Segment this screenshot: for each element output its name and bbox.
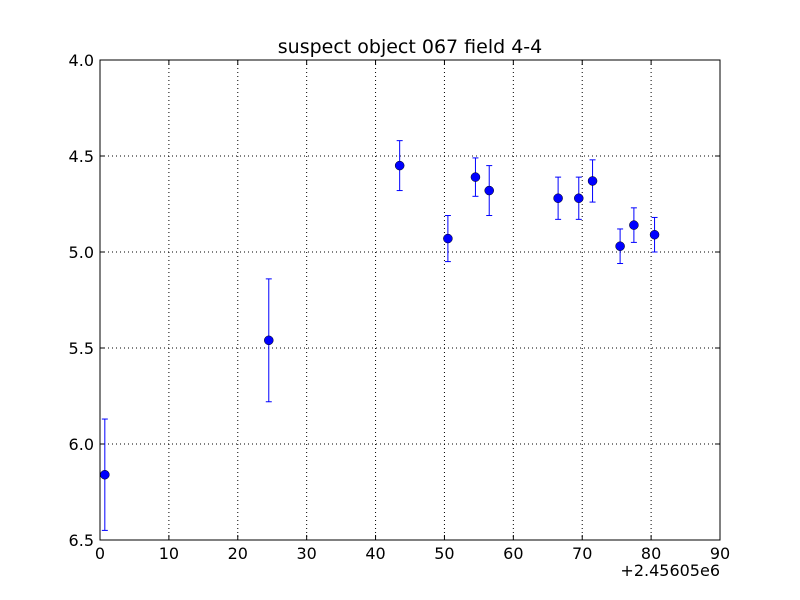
- axis-ticks: [99, 59, 721, 541]
- x-tick-label: 30: [296, 544, 316, 563]
- data-point: [587, 176, 598, 186]
- x-tick-label: 10: [159, 544, 179, 563]
- data-point: [553, 193, 563, 203]
- plot-frame: [99, 59, 721, 541]
- data-point: [484, 185, 494, 196]
- x-tick-label: 70: [572, 544, 592, 563]
- data-point: [629, 220, 639, 230]
- data-point: [574, 193, 584, 203]
- x-tick-label: 40: [365, 544, 385, 563]
- x-axis-tick-labels: 0 10 20 30 40 50 60 70 80 90: [95, 544, 730, 563]
- data-point: [394, 160, 405, 171]
- chart-title: suspect object 067 field 4-4: [278, 36, 543, 58]
- x-tick-label: 80: [641, 544, 661, 563]
- data-point: [470, 172, 481, 182]
- data-points: [100, 160, 660, 480]
- grid: [99, 59, 721, 541]
- data-point: [649, 229, 660, 240]
- x-tick-label: 0: [95, 544, 105, 563]
- y-tick-label: 6.5: [69, 531, 94, 550]
- x-tick-label: 60: [503, 544, 523, 563]
- y-tick-label: 6.0: [69, 435, 94, 454]
- y-tick-label: 5.0: [69, 243, 94, 262]
- x-axis-offset-label: +2.45605e6: [620, 561, 720, 580]
- data-point: [100, 469, 110, 480]
- data-point: [264, 335, 274, 346]
- y-tick-label: 4.0: [69, 51, 94, 70]
- y-tick-label: 4.5: [69, 147, 94, 166]
- y-axis-tick-labels: 4.0 4.5 5.0 5.5 6.0 6.5: [69, 51, 94, 550]
- y-tick-label: 5.5: [69, 339, 94, 358]
- x-tick-label: 50: [434, 544, 454, 563]
- x-tick-label: 90: [710, 544, 730, 563]
- x-tick-label: 20: [228, 544, 248, 563]
- data-point: [615, 241, 625, 251]
- data-point: [443, 233, 453, 244]
